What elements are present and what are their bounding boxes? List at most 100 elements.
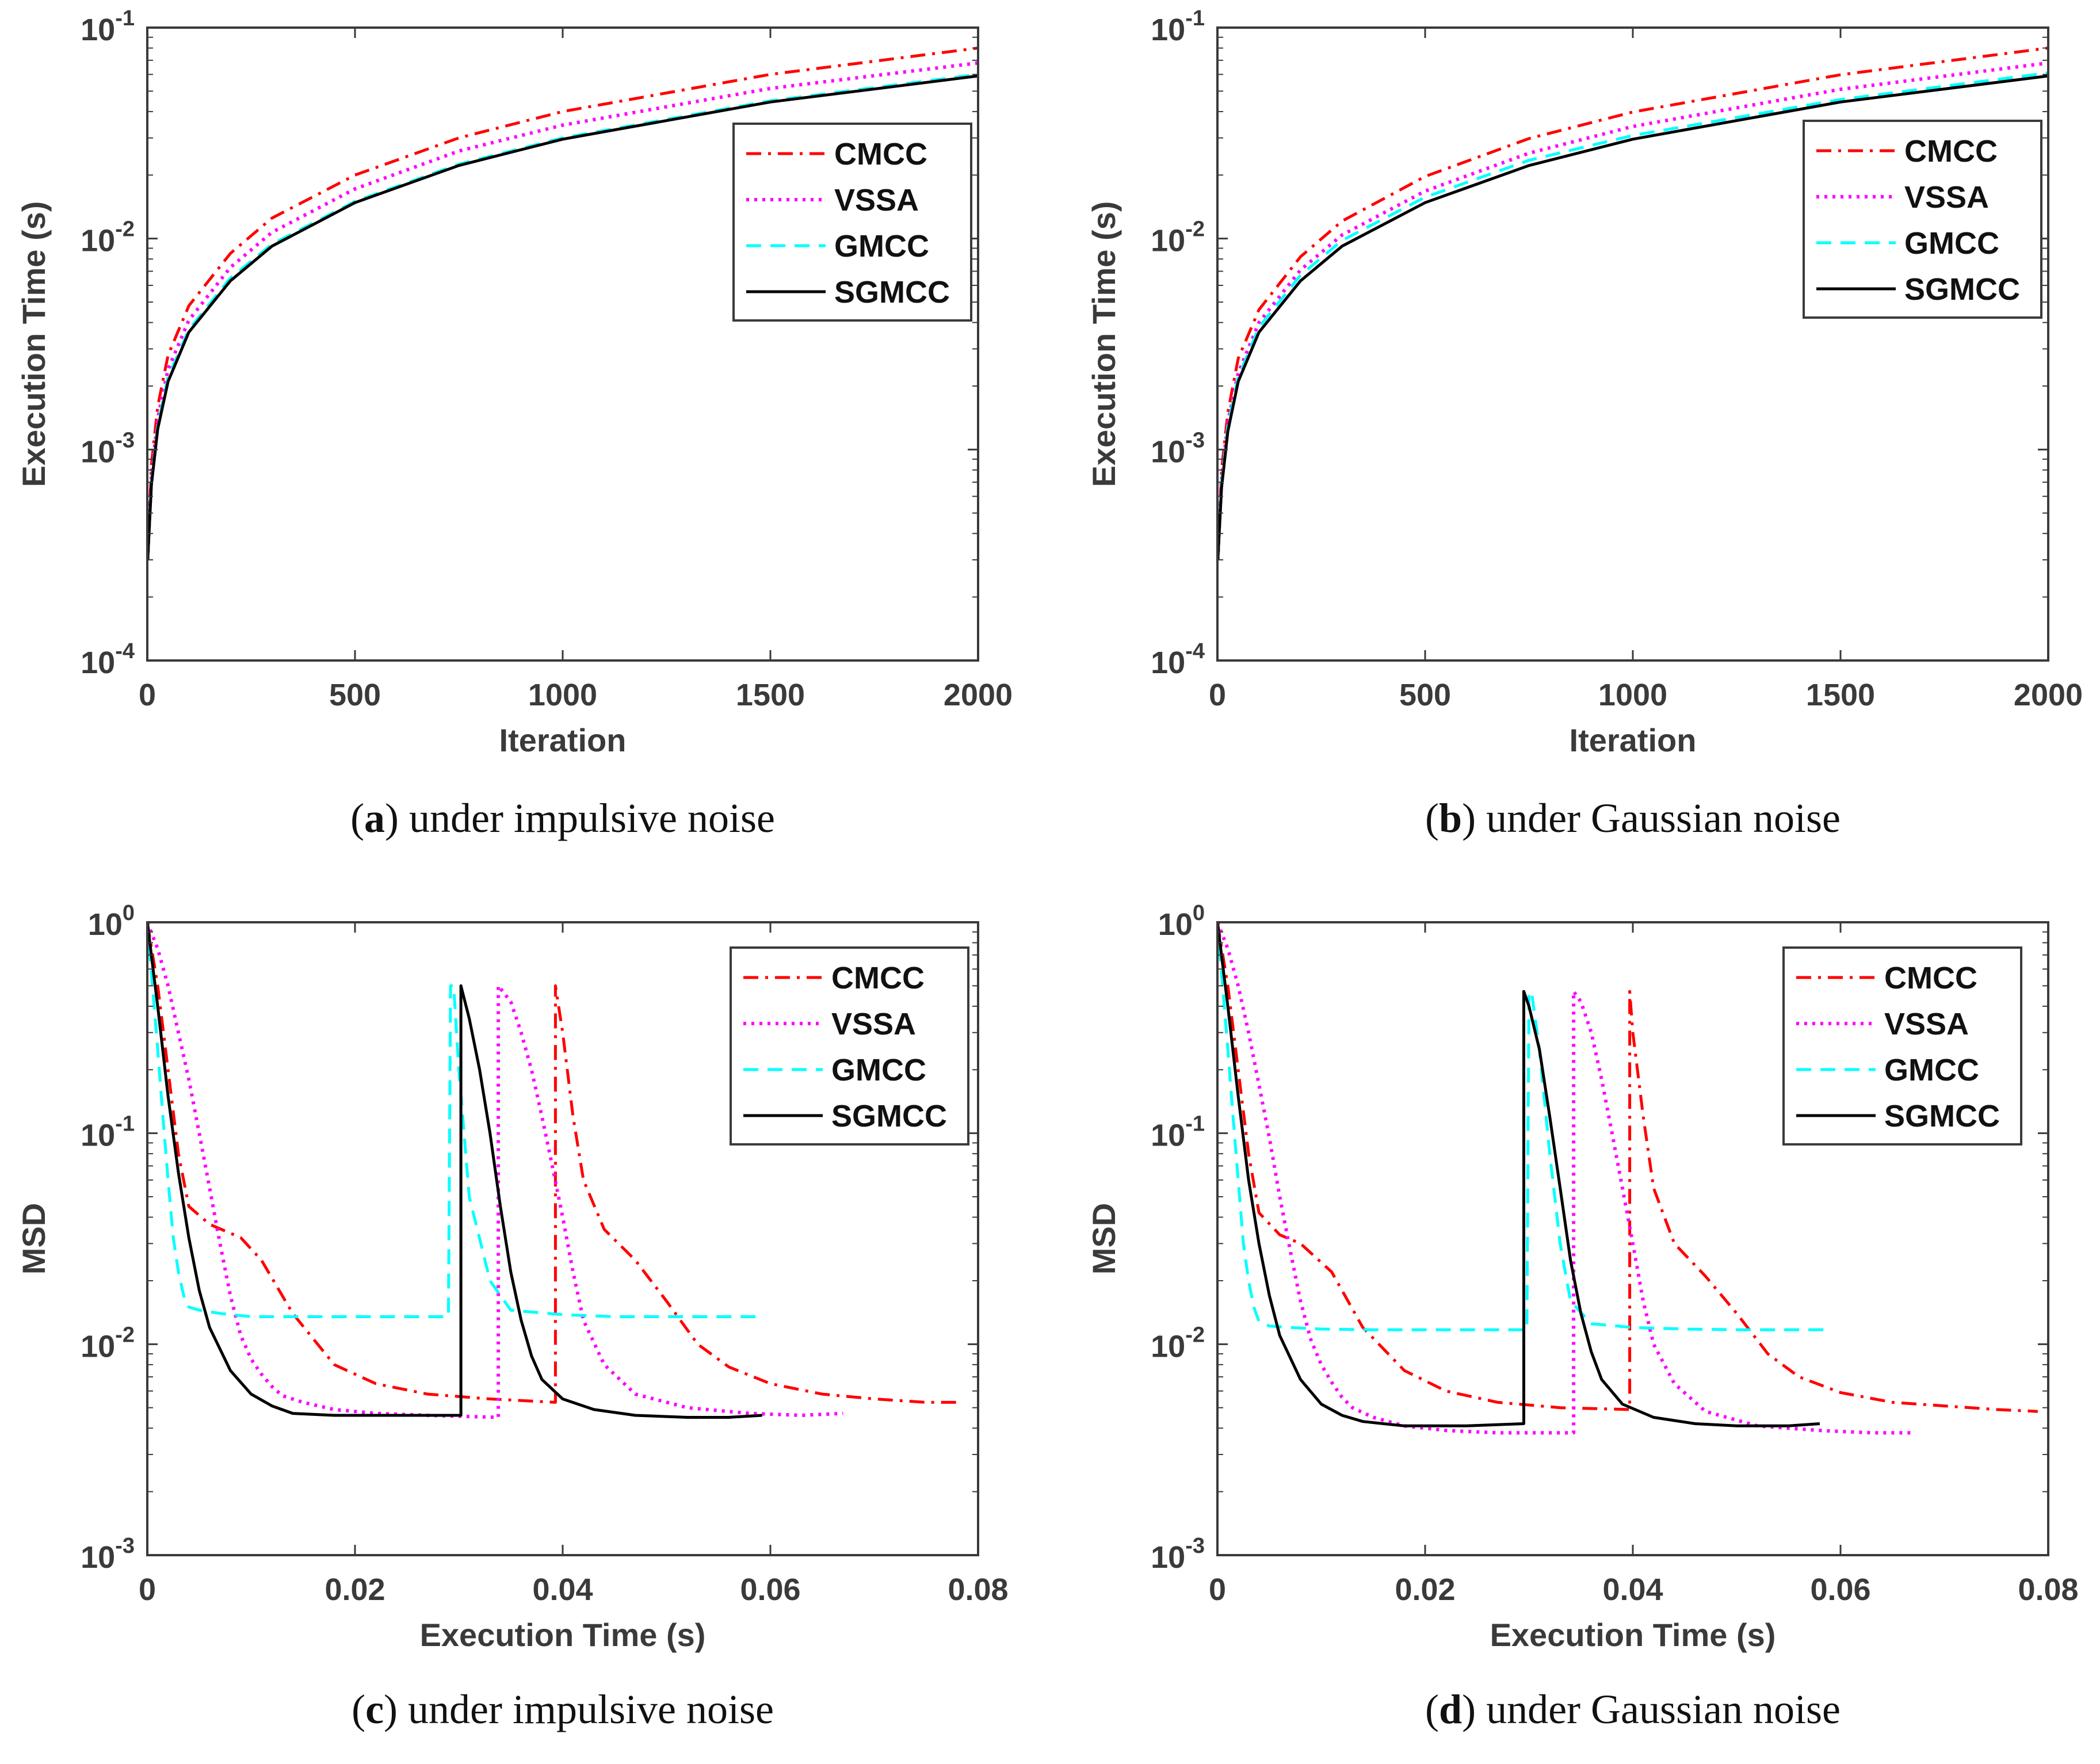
y-tick-exponent: -4 — [1185, 639, 1205, 663]
series-line-cmcc — [1217, 922, 2038, 1413]
legend-label-sgmcc: SGMCC — [831, 1099, 947, 1133]
y-tick-label: 10-1 — [81, 6, 135, 47]
x-tick-label: 0.08 — [948, 1572, 1008, 1607]
y-tick-exponent: -3 — [115, 1534, 135, 1558]
series-line-gmcc — [147, 922, 760, 1318]
x-tick-label: 0.04 — [532, 1572, 593, 1607]
y-tick-base: 10 — [1151, 1118, 1185, 1153]
y-tick-label: 10-2 — [81, 217, 135, 258]
panel-caption: (d) under Gaussian noise — [1425, 1686, 1841, 1732]
legend: CMCC VSSA GMCC SGMCC — [732, 123, 972, 322]
y-tick-exponent: -2 — [115, 1323, 135, 1347]
x-tick-label: 0 — [139, 1572, 156, 1607]
legend-label-gmcc: GMCC — [1904, 226, 1999, 261]
caption-letter: a — [364, 795, 385, 841]
caption-letter: d — [1439, 1686, 1462, 1732]
y-tick-exponent: -1 — [1185, 6, 1205, 30]
legend-label-cmcc: CMCC — [831, 961, 925, 995]
y-tick-label: 10-2 — [1151, 217, 1205, 258]
y-tick-exponent: -4 — [115, 639, 135, 663]
series-line-cmcc — [147, 922, 957, 1404]
legend-box — [1782, 946, 2022, 1146]
legend-label-cmcc: CMCC — [1904, 134, 1998, 169]
y-tick-base: 10 — [81, 1118, 115, 1153]
x-tick-label: 0 — [1209, 1572, 1226, 1607]
caption-letter: c — [365, 1686, 384, 1732]
x-tick-label: 0 — [139, 678, 156, 712]
panel-caption: (c) under impulsive noise — [352, 1686, 774, 1732]
y-tick-base: 10 — [81, 1329, 115, 1364]
y-tick-exponent: 0 — [123, 901, 135, 925]
series-line-vssa — [1217, 922, 1914, 1435]
x-tick-label: 1500 — [736, 678, 805, 712]
x-tick-label: 1500 — [1806, 678, 1875, 712]
y-tick-label: 10-1 — [81, 1112, 135, 1153]
y-axis-label: MSD — [16, 1203, 52, 1274]
y-tick-label: 10-4 — [1151, 639, 1205, 680]
y-tick-label: 100 — [1158, 901, 1205, 942]
y-tick-base: 10 — [1151, 1329, 1185, 1364]
y-tick-base: 10 — [81, 434, 115, 469]
y-tick-label: 10-4 — [81, 639, 135, 680]
legend-label-sgmcc: SGMCC — [1904, 272, 2020, 307]
y-axis-label: MSD — [1086, 1203, 1122, 1274]
y-tick-label: 10-2 — [81, 1323, 135, 1364]
y-tick-base: 10 — [1151, 1540, 1185, 1575]
series-line-sgmcc — [1217, 74, 2048, 560]
x-tick-label: 1000 — [1598, 678, 1667, 712]
y-axis-label: Execution Time (s) — [1086, 201, 1122, 487]
x-tick-label: 1000 — [528, 678, 597, 712]
legend: CMCC VSSA GMCC SGMCC — [1803, 120, 2042, 319]
x-tick-label: 500 — [1399, 678, 1451, 712]
x-axis-label: Execution Time (s) — [1490, 1617, 1776, 1653]
y-tick-exponent: -1 — [115, 6, 135, 30]
legend-box — [730, 946, 969, 1146]
y-tick-exponent: -3 — [115, 428, 135, 452]
legend-label-sgmcc: SGMCC — [1884, 1099, 2000, 1133]
series-line-sgmcc — [147, 74, 978, 560]
series-line-sgmcc — [147, 922, 762, 1419]
y-tick-label: 10-2 — [1151, 1323, 1205, 1364]
y-tick-exponent: 0 — [1193, 901, 1205, 925]
y-tick-label: 100 — [88, 901, 135, 942]
x-tick-label: 0.02 — [1395, 1572, 1455, 1607]
y-tick-label: 10-1 — [1151, 1112, 1205, 1153]
legend: CMCC VSSA GMCC SGMCC — [730, 946, 969, 1146]
series-line-gmcc — [1217, 922, 1830, 1331]
series-line-vssa — [147, 61, 978, 560]
y-tick-exponent: -2 — [115, 217, 135, 242]
x-axis-label: Iteration — [1570, 722, 1697, 758]
panel-caption: (a) under impulsive noise — [350, 795, 775, 841]
x-tick-label: 0.04 — [1602, 1572, 1663, 1607]
series-group — [1217, 47, 2048, 560]
series-group — [147, 47, 978, 560]
legend-label-gmcc: GMCC — [831, 1053, 926, 1087]
series-group — [1217, 922, 2038, 1435]
legend-label-cmcc: CMCC — [1884, 961, 1977, 995]
legend-label-gmcc: GMCC — [1884, 1053, 1979, 1087]
y-axis-label: Execution Time (s) — [16, 201, 52, 487]
x-tick-label: 2000 — [2014, 678, 2083, 712]
panel-caption: (b) under Gaussian noise — [1425, 795, 1841, 841]
y-tick-exponent: -1 — [1185, 1112, 1205, 1136]
series-line-cmcc — [147, 47, 978, 560]
y-tick-label: 10-1 — [1151, 6, 1205, 47]
x-tick-label: 0.08 — [2018, 1572, 2078, 1607]
legend-label-vssa: VSSA — [1884, 1007, 1969, 1041]
y-tick-label: 10-3 — [81, 1534, 135, 1575]
y-tick-exponent: -1 — [115, 1112, 135, 1136]
caption-text: under impulsive noise — [408, 1686, 774, 1732]
y-tick-base: 10 — [81, 13, 115, 47]
x-axis-label: Execution Time (s) — [420, 1617, 706, 1653]
legend-label-sgmcc: SGMCC — [834, 275, 950, 310]
y-tick-base: 10 — [81, 1540, 115, 1575]
series-line-sgmcc — [1217, 922, 1820, 1427]
y-tick-base: 10 — [88, 907, 123, 942]
legend-label-vssa: VSSA — [834, 183, 919, 217]
caption-text: under Gaussian noise — [1486, 795, 1841, 841]
y-tick-base: 10 — [1158, 907, 1193, 942]
chart-panel-c: 0 0.02 0.04 0.06 0.0810-310-210-1100Executio… — [16, 901, 1009, 1732]
series-line-vssa — [1217, 61, 2048, 560]
caption-letter: b — [1439, 795, 1462, 841]
